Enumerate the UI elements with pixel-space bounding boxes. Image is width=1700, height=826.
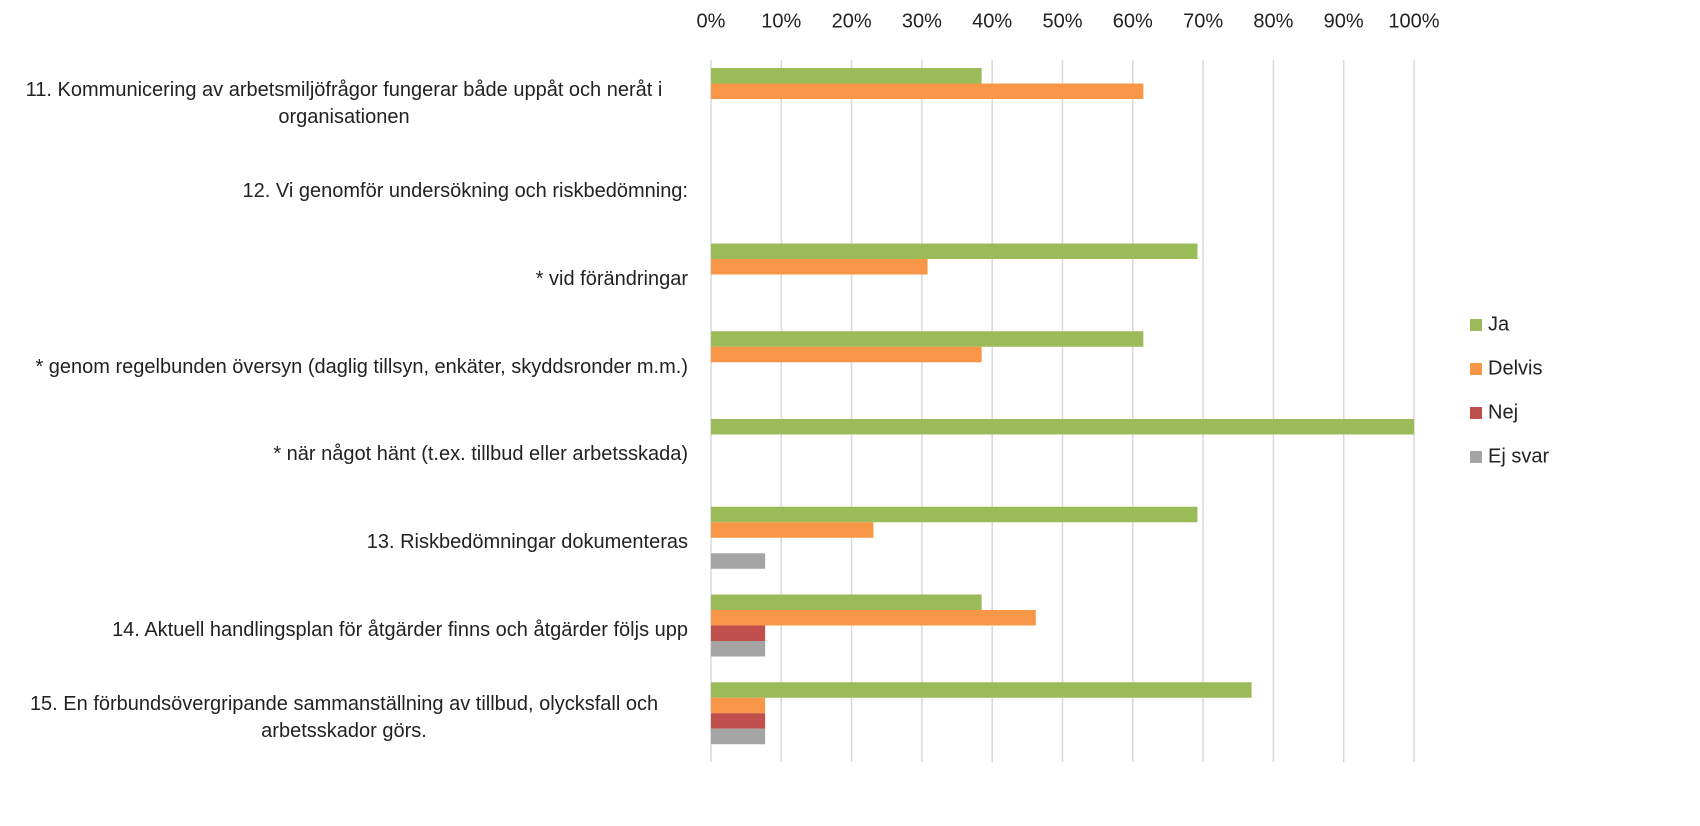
bar — [711, 68, 982, 84]
x-tick-label: 90% — [1324, 10, 1364, 32]
x-tick-label: 20% — [832, 10, 872, 32]
category-text: * vid förändringar — [535, 267, 688, 290]
category-text: 15. En förbundsövergripande sammanställn… — [29, 693, 659, 743]
bar — [711, 259, 928, 275]
bar — [711, 243, 1198, 259]
bar — [711, 682, 1252, 698]
category-text: * genom regelbunden översyn (daglig till… — [35, 355, 688, 378]
x-tick-label: 60% — [1113, 10, 1153, 32]
category-label: 14. Aktuell handlingsplan för åtgärder f… — [0, 593, 688, 669]
bar — [711, 522, 874, 538]
x-tick-label: 10% — [761, 10, 801, 32]
category-label: 13. Riskbedömningar dokumenteras — [0, 505, 688, 581]
category-text: 12. Vi genomför undersökning och riskbed… — [242, 180, 688, 203]
legend-swatch — [1470, 407, 1482, 419]
x-tick-label: 70% — [1183, 10, 1223, 32]
category-label: 12. Vi genomför undersökning och riskbed… — [0, 154, 688, 230]
bar — [711, 610, 1036, 626]
category-label: * genom regelbunden översyn (daglig till… — [0, 329, 688, 405]
category-label: 15. En förbundsövergripande sammanställn… — [0, 680, 688, 756]
legend-label: Nej — [1488, 401, 1518, 423]
bar — [711, 728, 766, 745]
category-label: * när något hänt (t.ex. tillbud eller ar… — [0, 417, 688, 493]
bar — [711, 506, 1198, 523]
bar — [711, 83, 1144, 99]
bar — [711, 331, 1144, 347]
x-tick-label: 100% — [1388, 10, 1439, 32]
legend-label: Ja — [1488, 313, 1510, 335]
x-tick-label: 30% — [902, 10, 942, 32]
legend-label: Ej svar — [1488, 445, 1549, 467]
bar — [711, 553, 766, 569]
bar — [711, 419, 1414, 435]
bar — [711, 713, 766, 729]
bar — [711, 697, 766, 714]
x-tick-label: 40% — [972, 10, 1012, 32]
category-label: * vid förändringar — [0, 242, 688, 318]
category-text: 11. Kommunicering av arbetsmiljöfrågor f… — [25, 78, 663, 128]
x-tick-label: 80% — [1253, 10, 1293, 32]
x-tick-label: 0% — [697, 10, 726, 32]
category-text: * när något hänt (t.ex. tillbud eller ar… — [273, 443, 688, 466]
legend-swatch — [1470, 319, 1482, 331]
category-text: 13. Riskbedömningar dokumenteras — [366, 531, 688, 554]
legend-swatch — [1470, 363, 1482, 375]
bar — [711, 346, 982, 363]
category-text: 14. Aktuell handlingsplan för åtgärder f… — [112, 618, 688, 641]
bar — [711, 641, 766, 657]
legend-swatch — [1470, 451, 1482, 463]
category-label: 11. Kommunicering av arbetsmiljöfrågor f… — [0, 66, 688, 142]
legend-label: Delvis — [1488, 357, 1542, 379]
bar — [711, 625, 766, 641]
bar — [711, 594, 982, 610]
x-tick-label: 50% — [1042, 10, 1082, 32]
